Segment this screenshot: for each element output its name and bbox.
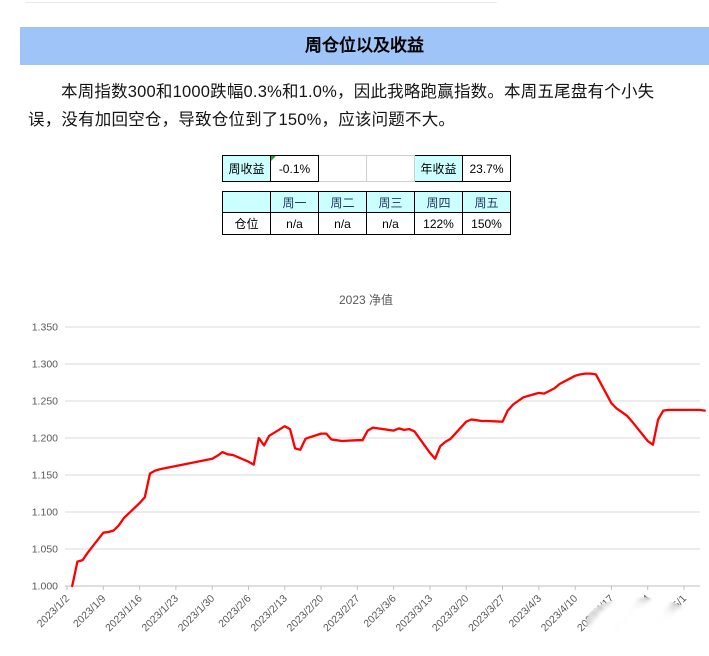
table-row: 仓位 n/a n/a n/a 122% 150%	[222, 212, 511, 235]
section-header: 周仓位以及收益	[20, 27, 709, 65]
table-header-row: 周一 周二 周三 周四 周五	[222, 191, 511, 213]
col-friday: 周五	[462, 191, 511, 213]
svg-text:2023/3/27: 2023/3/27	[466, 593, 508, 635]
svg-text:2023/4/10: 2023/4/10	[539, 593, 581, 635]
svg-text:1.100: 1.100	[32, 507, 58, 519]
empty-cell	[366, 155, 415, 182]
svg-text:2023/1/23: 2023/1/23	[139, 593, 181, 635]
svg-text:2023/2/6: 2023/2/6	[216, 593, 253, 630]
week-return-label: 周收益	[222, 155, 271, 182]
svg-text:1.000: 1.000	[32, 581, 58, 593]
svg-text:2023/2/13: 2023/2/13	[248, 593, 290, 635]
x-axis-ticks	[66, 586, 685, 590]
svg-text:1.350: 1.350	[32, 322, 58, 334]
intro-paragraph: 本周指数300和1000跌幅0.3%和1.0%，因此我略跑赢指数。本周五尾盘有个…	[28, 83, 655, 129]
svg-text:2023/3/13: 2023/3/13	[394, 593, 436, 635]
position-friday: 150%	[462, 212, 511, 235]
section-title: 周仓位以及收益	[305, 36, 424, 55]
series-line	[71, 372, 706, 588]
position-table: 周一 周二 周三 周四 周五 仓位 n/a n/a n/a 122% 150%	[222, 191, 511, 235]
svg-text:2023/4/3: 2023/4/3	[507, 593, 544, 630]
col-monday: 周一	[270, 191, 319, 213]
svg-text:1.300: 1.300	[32, 359, 58, 371]
svg-text:2023/1/16: 2023/1/16	[103, 593, 145, 635]
col-tuesday: 周二	[318, 191, 367, 213]
svg-text:2023/1/9: 2023/1/9	[71, 593, 108, 630]
top-divider	[25, 2, 497, 3]
svg-text:2023/3/20: 2023/3/20	[430, 593, 472, 635]
chart-title: 2023 净值	[338, 293, 394, 307]
returns-table: 周收益 -0.1% 年收益 23.7%	[222, 155, 511, 182]
grid-lines	[65, 326, 700, 587]
svg-text:2023/1/30: 2023/1/30	[176, 593, 218, 635]
col-thursday: 周四	[414, 191, 463, 213]
year-return-value: 23.7%	[462, 155, 511, 182]
year-return-label: 年收益	[414, 155, 463, 182]
svg-text:1.050: 1.050	[32, 544, 58, 556]
empty-cell	[318, 155, 367, 182]
y-axis-labels: 1.000 1.050 1.100 1.150 1.200 1.250 1.300 1.350	[32, 322, 58, 593]
svg-text:2023/2/20: 2023/2/20	[285, 593, 327, 635]
excel-tables: 周收益 -0.1% 年收益 23.7% 周一 周二 周三 周四 周五 仓位 n/…	[222, 155, 511, 235]
svg-text:2023/3/6: 2023/3/6	[361, 593, 398, 630]
svg-text:1.250: 1.250	[32, 396, 58, 408]
week-return-value: -0.1%	[270, 155, 319, 182]
table-row: 周收益 -0.1% 年收益 23.7%	[222, 155, 511, 182]
svg-text:1.200: 1.200	[32, 433, 58, 445]
svg-text:2023/1/2: 2023/1/2	[35, 593, 72, 630]
svg-text:2023/2/27: 2023/2/27	[321, 593, 363, 635]
col-wednesday: 周三	[366, 191, 415, 213]
svg-text:1.150: 1.150	[32, 470, 58, 482]
watermark-blur	[586, 597, 694, 647]
cell-flag-triangle	[271, 156, 276, 161]
